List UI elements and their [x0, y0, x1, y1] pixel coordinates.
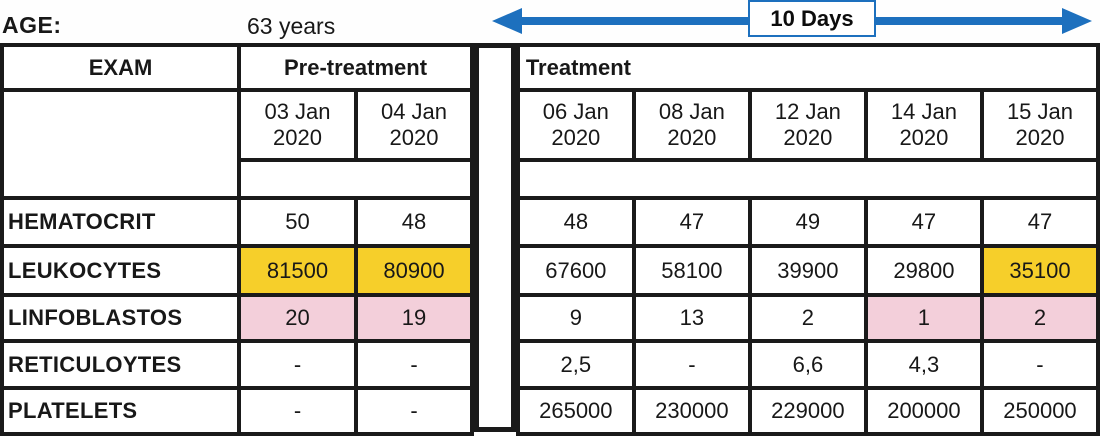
value-cell: -: [353, 339, 475, 390]
value-cell: 19: [353, 293, 475, 343]
value-cell: 4,3: [863, 339, 984, 390]
duration-label: 10 Days: [748, 0, 876, 37]
value-cell: 265000: [515, 386, 636, 436]
value-cell: 2: [747, 293, 868, 343]
date-cell: 06 Jan 2020: [515, 88, 636, 162]
lab-results-tables: EXAM Pre-treatment 03 Jan 2020 04 Jan 20…: [0, 43, 1100, 436]
value-cell: 47: [631, 196, 752, 248]
treatment-blank-row: [515, 158, 1100, 200]
arrow-left-icon: [492, 8, 522, 34]
value-cell: 229000: [747, 386, 868, 436]
age-label: AGE:: [2, 12, 62, 38]
date-cell: 15 Jan 2020: [979, 88, 1100, 162]
value-cell: 200000: [863, 386, 984, 436]
value-cell: -: [979, 339, 1100, 390]
value-cell: 48: [353, 196, 475, 248]
arrow-right-icon: [1062, 8, 1092, 34]
date-cell: 14 Jan 2020: [863, 88, 984, 162]
value-cell: 13: [631, 293, 752, 343]
value-cell: 6,6: [747, 339, 868, 390]
date-cell: 04 Jan 2020: [353, 88, 475, 162]
date-cell: 03 Jan 2020: [237, 88, 358, 162]
value-cell: 58100: [631, 244, 752, 297]
value-cell: 2: [979, 293, 1100, 343]
value-cell: 250000: [979, 386, 1100, 436]
value-cell: 39900: [747, 244, 868, 297]
top-bar: AGE: 63 years 10 Days: [0, 0, 1100, 43]
value-cell: 29800: [863, 244, 984, 297]
value-cell: 230000: [631, 386, 752, 436]
value-cell: -: [237, 339, 358, 390]
value-cell: 49: [747, 196, 868, 248]
value-cell: 67600: [515, 244, 636, 297]
exam-column-blank-cell: [0, 88, 241, 200]
value-cell: 20: [237, 293, 358, 343]
row-label-platelets: PLATELETS: [0, 386, 241, 436]
exam-header: EXAM: [0, 43, 241, 92]
pretreatment-blank-row: [236, 158, 475, 200]
value-cell: 81500: [237, 244, 358, 297]
table-gap-column: [474, 43, 516, 432]
value-cell: -: [237, 386, 358, 436]
value-cell: 9: [515, 293, 636, 343]
row-label-linfoblastos: LINFOBLASTOS: [0, 293, 241, 343]
row-label-hematocrit: HEMATOCRIT: [0, 196, 241, 248]
value-cell: 47: [979, 196, 1100, 248]
value-cell: 50: [237, 196, 358, 248]
age-value: 63 years: [247, 13, 336, 39]
value-cell: 80900: [353, 244, 475, 297]
value-cell: -: [631, 339, 752, 390]
treatment-table: Treatment 06 Jan 2020 08 Jan 2020 12 Jan…: [515, 43, 1100, 436]
pretreatment-table: EXAM Pre-treatment 03 Jan 2020 04 Jan 20…: [0, 43, 475, 436]
value-cell: 2,5: [515, 339, 636, 390]
value-cell: 35100: [979, 244, 1100, 297]
treatment-header: Treatment: [515, 43, 1100, 92]
value-cell: 48: [515, 196, 636, 248]
value-cell: -: [353, 386, 475, 436]
value-cell: 47: [863, 196, 984, 248]
date-cell: 08 Jan 2020: [631, 88, 752, 162]
date-cell: 12 Jan 2020: [747, 88, 868, 162]
value-cell: 1: [863, 293, 984, 343]
row-label-leukocytes: LEUKOCYTES: [0, 244, 241, 297]
pretreatment-header: Pre-treatment: [236, 43, 475, 92]
row-label-reticuloytes: RETICULOYTES: [0, 339, 241, 390]
